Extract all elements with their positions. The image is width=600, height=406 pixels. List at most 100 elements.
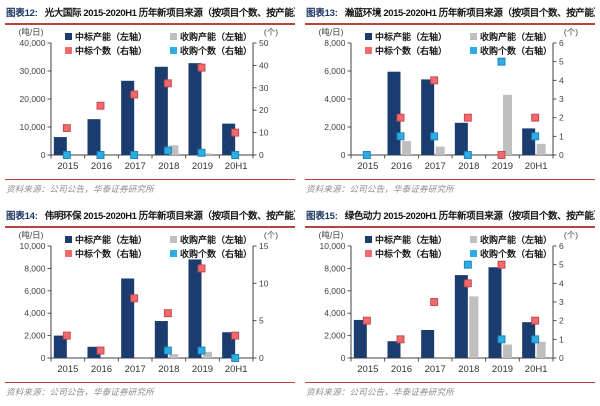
- acq-capacity-legend-label: 收购产能（左轴）: [180, 31, 252, 42]
- figure-number: 图表13:: [306, 8, 338, 19]
- acq-capacity-bar: [203, 351, 212, 358]
- right-tick-label: 0: [259, 353, 264, 363]
- figure-panel-13: 图表13: 瀚蓝环境 2015-2020H1 历年新项目来源（按项目个数、按产能）…: [300, 0, 600, 203]
- figure-number: 图表14:: [6, 211, 38, 222]
- figure-panel-15: 图表15: 绿色动力 2015-2020H1 历年新项目来源（按项目个数、按产能）…: [300, 203, 600, 406]
- x-category-label: 2017: [425, 364, 446, 375]
- right-axis-unit: (个): [264, 27, 278, 37]
- left-tick-label: 10,000: [320, 241, 346, 251]
- win-count-marker: [96, 101, 105, 110]
- left-tick-label: 0: [341, 150, 346, 160]
- left-tick-label: 0: [341, 353, 346, 363]
- figure-panel-12: 图表12: 光大国际 2015-2020H1 历年新项目来源（按项目个数、按产能）…: [0, 0, 300, 203]
- win-capacity-bar: [387, 341, 401, 358]
- left-axis-unit: (吨/日): [318, 230, 343, 240]
- acq-capacity-legend-label: 收购产能（左轴）: [480, 31, 552, 42]
- acq-count-marker: [430, 132, 439, 141]
- acq-count-legend-label: 收购个数（右轴）: [180, 45, 252, 56]
- acq-count-legend-label: 收购个数（右轴）: [180, 248, 252, 259]
- chart-area: 0 2,000 4,000 6,000 8,000 10,000 0 1 2 3 4 5 6 (吨/日) (…: [305, 230, 595, 382]
- win-count-marker: [96, 346, 105, 355]
- acq-count-marker: [130, 151, 139, 159]
- win-count-legend-swatch: [65, 250, 72, 257]
- acq-count-marker: [96, 151, 105, 159]
- win-count-legend-swatch: [365, 47, 372, 54]
- left-tick-label: 2,000: [324, 122, 346, 132]
- x-category-label: 2016: [91, 364, 112, 375]
- right-tick-label: 0: [559, 150, 564, 160]
- win-count-legend-label: 中标个数（右轴）: [75, 45, 147, 56]
- win-count-legend-swatch: [65, 47, 72, 54]
- right-tick-label: 40: [259, 60, 269, 70]
- x-category-label: 2017: [425, 161, 446, 172]
- acq-capacity-legend-swatch: [170, 33, 177, 40]
- acq-capacity-legend-label: 收购产能（左轴）: [480, 234, 552, 245]
- left-tick-label: 8,000: [324, 263, 346, 273]
- right-tick-label: 1: [559, 334, 564, 344]
- win-count-marker: [231, 128, 240, 137]
- x-category-label: 2019: [192, 364, 213, 375]
- right-tick-label: 20: [259, 105, 269, 115]
- acq-count-marker: [463, 151, 472, 159]
- acq-count-marker: [362, 151, 371, 159]
- acq-count-marker: [231, 151, 240, 159]
- acq-count-legend-label: 收购个数（右轴）: [480, 45, 552, 56]
- win-count-marker: [163, 309, 172, 318]
- figure-header: 图表12: 光大国际 2015-2020H1 历年新项目来源（按项目个数、按产能）: [5, 4, 295, 25]
- win-capacity-bar: [222, 123, 236, 155]
- win-count-legend-label: 中标个数（右轴）: [375, 45, 447, 56]
- acq-count-marker: [163, 146, 172, 155]
- source-text: 资料来源：公司公告，华泰证券研究所: [6, 387, 154, 397]
- x-category-label: 2015: [357, 364, 378, 375]
- win-count-marker: [497, 151, 506, 159]
- acq-capacity-bar: [469, 296, 479, 358]
- win-capacity-legend-label: 中标产能（左轴）: [375, 234, 447, 245]
- win-count-marker: [531, 316, 540, 325]
- win-capacity-bar: [121, 278, 135, 358]
- win-capacity-bar: [188, 63, 202, 155]
- right-tick-label: 10: [259, 128, 269, 138]
- x-category-label: 2016: [391, 364, 412, 375]
- acq-capacity-legend-swatch: [470, 33, 477, 40]
- acq-count-legend-swatch: [470, 47, 477, 54]
- x-category-label: 2017: [125, 364, 146, 375]
- acq-capacity-bar: [169, 354, 179, 358]
- acq-capacity-bar: [203, 153, 212, 155]
- win-capacity-legend-swatch: [365, 33, 372, 40]
- win-capacity-bar: [454, 275, 468, 358]
- right-tick-label: 3: [559, 297, 564, 307]
- win-capacity-bar: [188, 259, 202, 358]
- source-note: 资料来源：公司公告，华泰证券研究所: [305, 382, 595, 400]
- left-tick-label: 20,000: [20, 94, 46, 104]
- left-tick-label: 2,000: [324, 331, 346, 341]
- x-category-label: 20H1: [525, 364, 548, 375]
- right-axis-unit: (个): [264, 230, 278, 240]
- chart-svg: 0 2,000 4,000 6,000 8,000 10,000 0 5 10 15 (吨/日) (个…: [18, 230, 278, 375]
- acq-count-marker: [197, 148, 206, 157]
- x-category-label: 2018: [158, 364, 179, 375]
- left-axis-unit: (吨/日): [18, 230, 43, 240]
- right-tick-label: 30: [259, 83, 269, 93]
- win-count-marker: [130, 90, 139, 99]
- acq-count-marker: [62, 151, 71, 159]
- acq-count-legend-label: 收购个数（右轴）: [480, 248, 552, 259]
- x-category-label: 2019: [192, 161, 213, 172]
- right-tick-label: 5: [259, 316, 264, 326]
- win-count-marker: [497, 260, 506, 269]
- win-capacity-bar: [522, 322, 536, 358]
- right-tick-label: 50: [259, 38, 269, 48]
- figure-title: 绿色动力 2015-2020H1 历年新项目来源（按项目个数、按产能）: [344, 211, 595, 222]
- win-count-marker: [396, 335, 405, 344]
- acq-capacity-bar: [169, 145, 179, 155]
- win-capacity-bar: [387, 71, 401, 155]
- left-axis-unit: (吨/日): [318, 27, 343, 37]
- left-tick-label: 4,000: [324, 308, 346, 318]
- left-tick-label: 30,000: [20, 66, 46, 76]
- figure-number: 图表12:: [6, 8, 38, 19]
- win-count-marker: [396, 113, 405, 122]
- win-capacity-bar: [421, 330, 435, 358]
- win-count-marker: [463, 279, 472, 288]
- acq-capacity-bar: [536, 341, 546, 358]
- win-capacity-bar: [53, 137, 67, 155]
